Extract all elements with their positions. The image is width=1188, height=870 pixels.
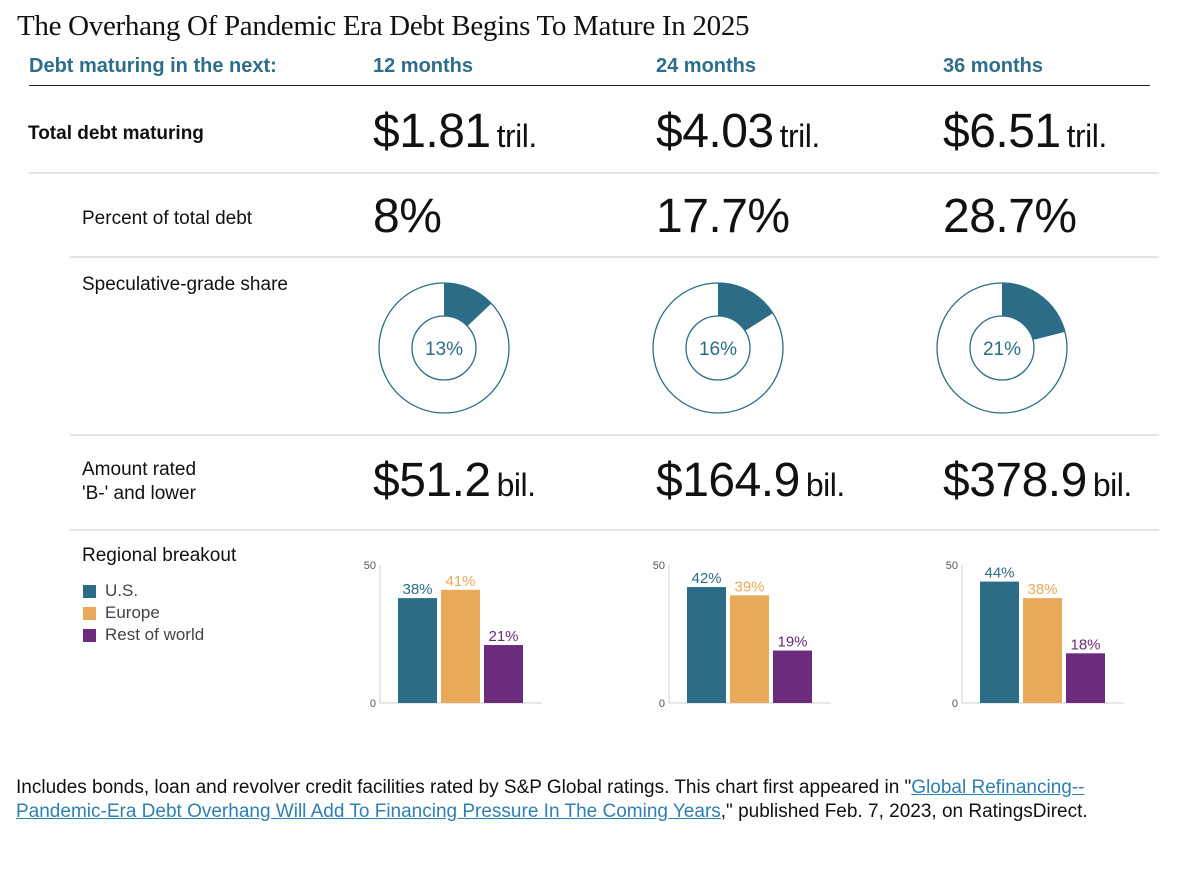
article-link[interactable]: Global Refinancing--Pandemic-Era Debt Ov… <box>16 777 1085 822</box>
unit: tril. <box>1066 118 1108 154</box>
y-tick-label: 50 <box>653 560 665 572</box>
y-tick-label: 0 <box>659 698 665 710</box>
header-label: Debt maturing in the next: <box>29 55 277 77</box>
y-tick-label: 0 <box>370 698 376 710</box>
donut-inner-ring <box>411 315 477 381</box>
bar-data-label: 39% <box>734 578 764 595</box>
bar-europe <box>1023 598 1062 703</box>
column-header-24-months: 24 months <box>656 55 757 77</box>
amount: $1.81 <box>373 105 491 158</box>
legend-swatch-europe <box>83 606 96 620</box>
amount: $164.9 <box>656 454 800 507</box>
bar-data-label: 44% <box>984 565 1014 582</box>
percent-total-12m: 8% <box>373 190 442 243</box>
legend-item-rest-of-world: Rest of world <box>83 624 204 646</box>
regional-label: Regional breakout <box>82 545 237 566</box>
header-divider <box>29 85 1150 86</box>
donut-slice <box>444 283 492 327</box>
total-debt-label: Total debt maturing <box>28 123 204 144</box>
unit: tril. <box>496 118 538 154</box>
rated-36m: $378.9 bil. <box>943 453 1132 508</box>
column-header-12-months: 12 months <box>373 55 474 77</box>
bar-u-s- <box>980 581 1019 703</box>
percent-total-36m: 28.7% <box>943 190 1077 243</box>
bar-europe <box>730 595 769 703</box>
bar-rest-of-world <box>773 650 812 703</box>
bar-data-label: 21% <box>488 628 518 645</box>
y-tick-label: 50 <box>364 560 376 572</box>
donut-label: 16% <box>699 339 737 360</box>
row-divider <box>70 529 1159 531</box>
legend-label: Rest of world <box>105 625 205 644</box>
bar-data-label: 18% <box>1070 636 1100 653</box>
rated-24m: $164.9 bil. <box>656 453 845 508</box>
percent-total-label: Percent of total debt <box>82 208 253 229</box>
rated-label-line1: Amount rated <box>82 459 197 480</box>
bar-data-label: 41% <box>445 573 475 590</box>
total-debt-24m: $4.03 tril. <box>656 104 820 159</box>
total-debt-12m: $1.81 tril. <box>373 104 537 159</box>
footnote: Includes bonds, loan and revolver credit… <box>16 776 1166 824</box>
amount: $4.03 <box>656 105 774 158</box>
bar-data-label: 38% <box>402 581 432 598</box>
bar-rest-of-world <box>484 645 523 703</box>
donut-inner-ring <box>969 315 1035 381</box>
bar-rest-of-world <box>1066 653 1105 703</box>
y-tick-label: 50 <box>946 560 958 572</box>
row-divider <box>70 256 1159 258</box>
legend-swatch-us <box>83 584 96 598</box>
amount: $378.9 <box>943 454 1087 507</box>
y-tick-label: 0 <box>952 698 958 710</box>
footnote-text: Includes bonds, loan and revolver credit… <box>16 777 912 798</box>
bar-europe <box>441 589 480 703</box>
unit: bil. <box>805 467 845 503</box>
footnote-text-end: ," published Feb. 7, 2023, on RatingsDir… <box>720 801 1088 822</box>
donut-label: 21% <box>983 339 1021 360</box>
percent-total-24m: 17.7% <box>656 190 790 243</box>
chart-title: The Overhang Of Pandemic Era Debt Begins… <box>17 10 750 42</box>
donut-label: 13% <box>425 339 463 360</box>
legend-item-europe: Europe <box>83 602 204 624</box>
legend-label: U.S. <box>105 581 139 600</box>
legend-swatch-rest-of-world <box>83 628 96 642</box>
rated-label-line2: 'B-' and lower <box>82 483 196 504</box>
amount: $6.51 <box>943 105 1061 158</box>
total-debt-36m: $6.51 tril. <box>943 104 1107 159</box>
bar-data-label: 38% <box>1027 581 1057 598</box>
bar-u-s- <box>398 598 437 703</box>
unit: bil. <box>1092 467 1132 503</box>
legend-label: Europe <box>105 603 160 622</box>
amount: $51.2 <box>373 454 491 507</box>
bar-u-s- <box>687 587 726 703</box>
row-divider <box>29 172 1159 174</box>
bar-data-label: 42% <box>691 570 721 587</box>
unit: tril. <box>779 118 821 154</box>
donut-inner-ring <box>685 315 751 381</box>
spec-grade-label: Speculative-grade share <box>82 274 288 295</box>
row-divider <box>70 434 1159 436</box>
bar-data-label: 19% <box>777 634 807 651</box>
legend-item-us: U.S. <box>83 580 204 602</box>
legend: U.S. Europe Rest of world <box>83 580 204 646</box>
rated-12m: $51.2 bil. <box>373 453 536 508</box>
donut-slice <box>1002 283 1065 341</box>
column-header-36-months: 36 months <box>943 55 1044 77</box>
unit: bil. <box>496 467 536 503</box>
